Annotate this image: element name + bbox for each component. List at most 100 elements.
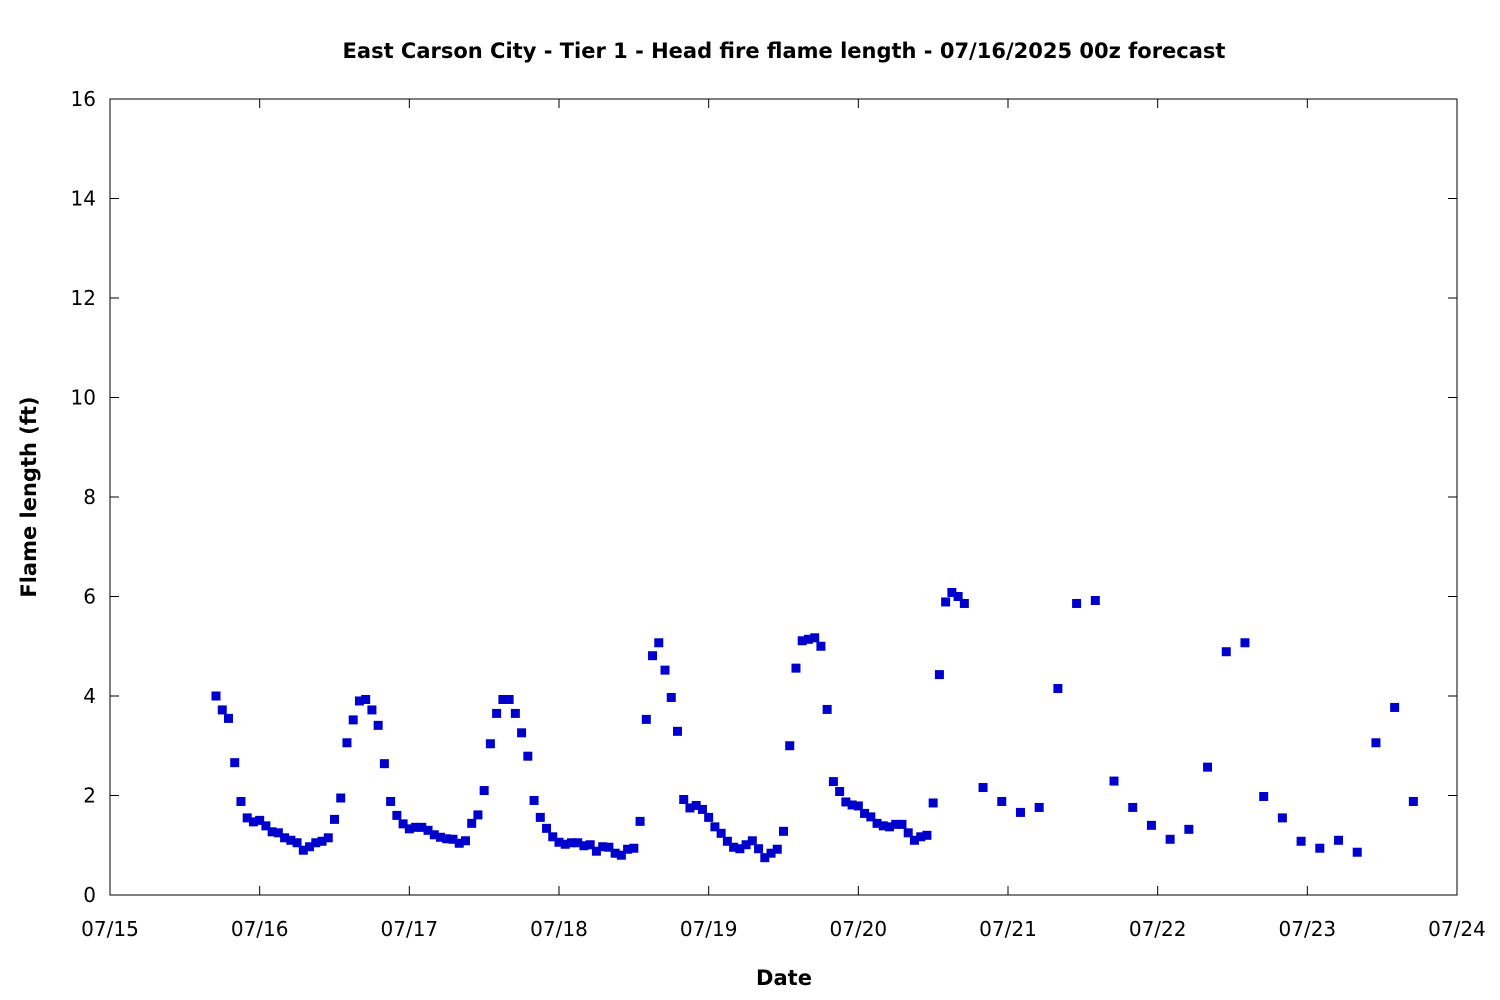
y-axis-label: Flame length (ft) <box>17 396 41 597</box>
data-point <box>866 812 876 822</box>
x-tick-label: 07/18 <box>530 917 588 941</box>
data-point <box>672 726 682 736</box>
data-point <box>367 705 377 715</box>
data-point <box>535 812 545 822</box>
data-point <box>217 705 227 715</box>
data-point <box>654 638 664 648</box>
data-point <box>922 830 932 840</box>
data-point <box>1128 802 1138 812</box>
data-point <box>429 830 439 840</box>
data-point <box>261 821 271 831</box>
y-tick-label: 6 <box>83 585 96 609</box>
data-point <box>548 832 558 842</box>
data-point <box>542 823 552 833</box>
chart-title: East Carson City - Tier 1 - Head fire fl… <box>343 39 1226 63</box>
y-tick-label: 2 <box>83 784 96 808</box>
data-point <box>891 819 901 829</box>
x-tick-label: 07/17 <box>381 917 439 941</box>
data-point <box>305 842 315 852</box>
data-point <box>666 692 676 702</box>
data-point <box>1390 702 1400 712</box>
data-point <box>878 821 888 831</box>
data-point <box>598 842 608 852</box>
data-point <box>504 694 514 704</box>
data-point <box>1034 802 1044 812</box>
data-point <box>311 838 321 848</box>
data-point <box>747 836 757 846</box>
data-point <box>517 728 527 738</box>
data-point <box>1221 647 1231 657</box>
data-point <box>267 827 277 837</box>
data-point <box>342 738 352 748</box>
data-point <box>691 800 701 810</box>
data-point <box>330 814 339 824</box>
x-tick-label: 07/20 <box>830 917 888 941</box>
data-point <box>230 758 240 768</box>
data-point <box>379 759 389 769</box>
data-point <box>479 786 489 796</box>
data-point <box>1352 847 1362 857</box>
data-point <box>417 822 427 832</box>
data-point <box>354 696 364 706</box>
data-point <box>641 714 651 724</box>
data-point <box>909 835 919 845</box>
data-point <box>566 838 576 848</box>
data-point <box>828 777 838 787</box>
data-point <box>442 834 452 844</box>
data-point <box>885 822 895 832</box>
data-point <box>386 796 396 806</box>
data-point <box>373 720 383 730</box>
x-tick-label: 07/22 <box>1129 917 1187 941</box>
y-tick-label: 10 <box>71 386 96 410</box>
data-point <box>604 842 614 852</box>
data-point <box>697 804 707 814</box>
data-point <box>523 751 533 761</box>
y-tick-label: 12 <box>71 286 96 310</box>
data-point <box>448 834 458 844</box>
data-point <box>754 844 764 854</box>
x-tick-label: 07/15 <box>81 917 139 941</box>
y-tick-label: 14 <box>71 187 96 211</box>
data-point <box>903 828 913 838</box>
data-point <box>704 812 714 822</box>
data-point <box>554 837 564 847</box>
data-point <box>286 835 296 845</box>
data-point <box>1015 807 1025 817</box>
data-point <box>978 783 988 793</box>
data-point <box>1109 776 1119 786</box>
x-tick-label: 07/21 <box>979 917 1037 941</box>
data-point <box>797 636 807 646</box>
data-point <box>822 704 832 714</box>
data-point <box>317 836 327 846</box>
data-point <box>248 817 258 827</box>
data-point <box>722 836 732 846</box>
data-point <box>934 670 944 680</box>
data-point <box>916 832 926 842</box>
data-point <box>591 846 601 856</box>
data-point <box>361 694 371 704</box>
data-point <box>560 839 570 849</box>
data-point <box>336 793 346 803</box>
data-point <box>1072 598 1082 608</box>
y-axis-ticks: 0 2 4 6 8 10 12 14 16 <box>71 87 1457 907</box>
data-point <box>997 796 1007 806</box>
data-point <box>897 819 907 829</box>
data-point <box>928 798 938 808</box>
data-point <box>492 708 502 718</box>
data-point <box>1259 791 1269 801</box>
data-point <box>953 592 963 601</box>
data-point <box>810 633 820 643</box>
data-point <box>292 838 302 848</box>
data-point <box>679 794 689 804</box>
data-point <box>404 824 414 834</box>
y-tick-label: 4 <box>83 684 96 708</box>
data-point <box>1334 835 1344 845</box>
data-point <box>785 741 795 751</box>
data-point <box>585 840 595 850</box>
data-point <box>1296 836 1306 846</box>
data-point <box>223 713 233 723</box>
data-point <box>623 844 633 854</box>
data-point <box>280 833 290 843</box>
